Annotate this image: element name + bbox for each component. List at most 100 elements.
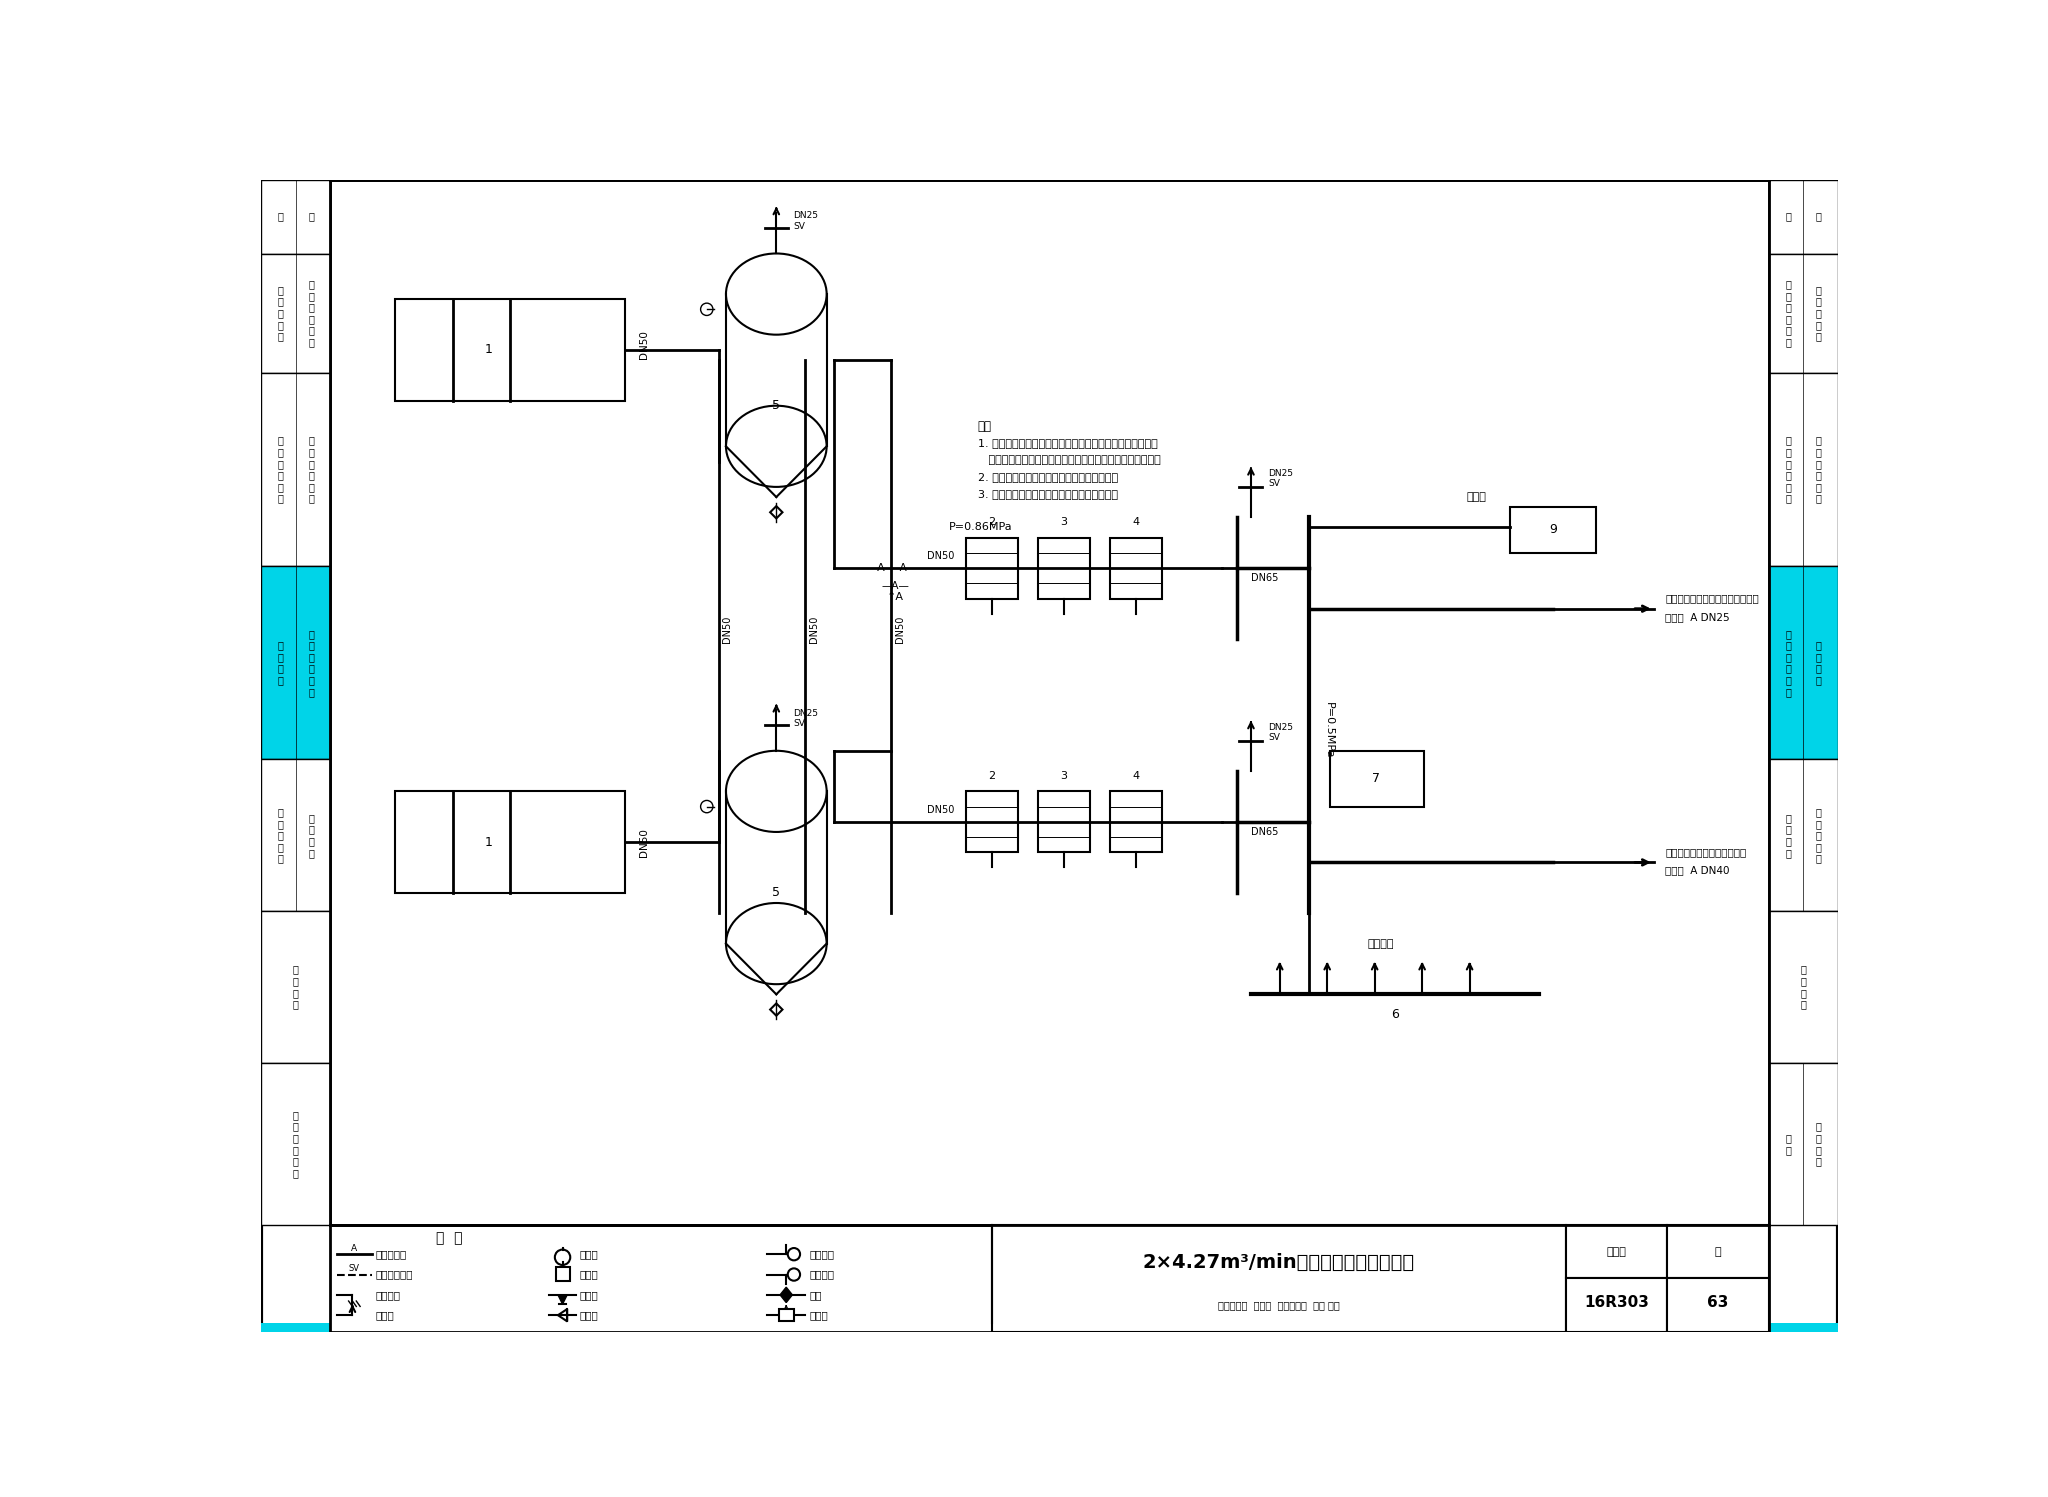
Text: 与
施
工
说
明: 与 施 工 说 明	[279, 284, 283, 341]
Bar	[1667, 1278, 1769, 1332]
Text: 审核林向阳  井心可  校对袁白妹  设计 任臻: 审核林向阳 井心可 校对袁白妹 设计 任臻	[1219, 1301, 1339, 1310]
Text: 图  例: 图 例	[436, 1231, 463, 1246]
Text: ↑A: ↑A	[887, 591, 905, 602]
Bar	[1110, 792, 1161, 852]
Text: 安全阀: 安全阀	[580, 1290, 598, 1299]
Text: DN50: DN50	[639, 331, 649, 359]
Text: 末
端
应
用
示
例: 末 端 应 用 示 例	[1817, 436, 1821, 503]
Bar	[1769, 759, 1839, 912]
Text: DN50: DN50	[639, 828, 649, 856]
Text: DN50: DN50	[895, 615, 905, 642]
Bar	[262, 566, 330, 759]
Polygon shape	[557, 1295, 567, 1304]
Bar	[1329, 751, 1423, 807]
Bar	[262, 1323, 1839, 1332]
Text: 注：: 注：	[977, 419, 991, 433]
Text: 3. 系统中内置干燥机也可选用吸附式干燥机。: 3. 系统中内置干燥机也可选用吸附式干燥机。	[977, 488, 1118, 499]
Text: 医
用
气
体
站
房: 医 用 气 体 站 房	[307, 629, 313, 696]
Text: 16R303: 16R303	[1585, 1295, 1649, 1310]
Bar	[1769, 180, 1839, 253]
Text: 末
端
应
用
示
例: 末 端 应 用 示 例	[279, 436, 283, 503]
Bar	[262, 1063, 330, 1226]
Text: 取样口: 取样口	[1466, 493, 1487, 501]
Bar	[1667, 1226, 1769, 1278]
Bar	[967, 792, 1018, 852]
Text: 附: 附	[1786, 211, 1792, 222]
Text: 压力表: 压力表	[580, 1248, 598, 1259]
Text: DN50: DN50	[928, 804, 954, 814]
Bar	[262, 912, 330, 1063]
Text: 7: 7	[1372, 771, 1380, 784]
Bar	[1110, 537, 1161, 599]
Bar	[991, 1226, 1567, 1332]
Text: —A—: —A—	[866, 563, 897, 573]
Text: 预留管道: 预留管道	[1368, 939, 1395, 949]
Text: 医
用
气
体
设
计: 医 用 气 体 设 计	[307, 280, 313, 347]
Text: DN50: DN50	[809, 615, 819, 642]
Text: 设
计
技
术: 设 计 技 术	[307, 813, 313, 858]
Text: 5: 5	[772, 400, 780, 412]
Bar	[778, 1308, 795, 1322]
Text: 压缩空气管: 压缩空气管	[375, 1248, 408, 1259]
Text: SV: SV	[348, 1263, 360, 1272]
Bar	[330, 1226, 1769, 1332]
Text: 3: 3	[1061, 771, 1067, 781]
Text: 设
计
实
例: 设 计 实 例	[279, 641, 283, 686]
Text: 安全阀放空管: 安全阀放空管	[375, 1269, 414, 1280]
Text: 2×4.27m³/min压缩空气站工艺系统图: 2×4.27m³/min压缩空气站工艺系统图	[1143, 1253, 1415, 1272]
Text: 1: 1	[485, 343, 494, 356]
Bar	[262, 253, 330, 373]
Text: 设
计
技
术: 设 计 技 术	[1786, 813, 1792, 858]
Text: DN50: DN50	[928, 551, 954, 561]
Text: 医
用
气
体
设
计: 医 用 气 体 设 计	[1786, 280, 1792, 347]
Text: 2: 2	[989, 771, 995, 781]
Bar	[395, 792, 625, 892]
Text: 医疗综合楼其他门诊普通区域压缩: 医疗综合楼其他门诊普通区域压缩	[1665, 593, 1759, 603]
Text: 医
院
医
用
气
体: 医 院 医 用 气 体	[307, 436, 313, 503]
Bar	[262, 180, 330, 253]
Text: DN50: DN50	[723, 615, 733, 642]
Text: 与
施
工
说
明: 与 施 工 说 明	[1817, 284, 1821, 341]
Text: DN25
SV: DN25 SV	[1268, 469, 1292, 488]
Bar	[262, 759, 330, 912]
Text: 医疗综合楼生命支持区域压缩: 医疗综合楼生命支持区域压缩	[1665, 847, 1747, 858]
Text: 支持系统使用；一条管线供其他门诊普通区域的病人使用。: 支持系统使用；一条管线供其他门诊普通区域的病人使用。	[977, 455, 1161, 466]
Text: 减压阀: 减压阀	[809, 1310, 827, 1320]
Bar	[1038, 537, 1090, 599]
Text: P=0.5MPa: P=0.5MPa	[1323, 702, 1333, 759]
Bar	[1769, 912, 1839, 1063]
Text: 原
则
与
要
点: 原 则 与 要 点	[279, 807, 283, 864]
Bar	[1769, 1063, 1839, 1226]
Text: 医
院
医
用
气
体: 医 院 医 用 气 体	[1786, 436, 1792, 503]
Text: 图集号: 图集号	[1608, 1247, 1626, 1257]
Text: 向下弯头: 向下弯头	[809, 1269, 834, 1280]
Polygon shape	[780, 1287, 793, 1302]
Text: A: A	[352, 1244, 358, 1253]
Bar	[395, 299, 625, 401]
Text: 放空管: 放空管	[375, 1310, 395, 1320]
Text: 6: 6	[1391, 1007, 1399, 1021]
Text: 编
制
说
明: 编 制 说 明	[1817, 1121, 1821, 1166]
Bar	[1769, 566, 1839, 759]
Text: 医
用
气
体
站
房: 医 用 气 体 站 房	[1786, 629, 1792, 696]
Bar	[1567, 1226, 1667, 1278]
Text: 原
则
与
要
点: 原 则 与 要 点	[1817, 807, 1821, 864]
Text: 明沟排水: 明沟排水	[375, 1290, 401, 1299]
Text: 2. 空压机出口逃止阀，空压机自带时可不设。: 2. 空压机出口逃止阀，空压机自带时可不设。	[977, 472, 1118, 482]
Text: 2: 2	[989, 518, 995, 527]
Bar	[1769, 253, 1839, 373]
Text: 4: 4	[1133, 771, 1139, 781]
Bar	[557, 1266, 569, 1281]
Text: 相
关
术
语: 相 关 术 语	[293, 964, 299, 1009]
Text: 温度计: 温度计	[580, 1269, 598, 1280]
Text: 63: 63	[1708, 1295, 1729, 1310]
Text: DN65: DN65	[1251, 573, 1278, 584]
Bar	[967, 537, 1018, 599]
Text: 空气管  A DN40: 空气管 A DN40	[1665, 865, 1731, 876]
Text: 设
计
实
例: 设 计 实 例	[1817, 641, 1821, 686]
Text: DN65: DN65	[1251, 826, 1278, 837]
Text: 相
关
术
语: 相 关 术 语	[1800, 964, 1806, 1009]
Text: 向上弯头: 向上弯头	[809, 1248, 834, 1259]
Text: 目
录: 目 录	[1786, 1133, 1792, 1154]
Bar	[1509, 507, 1595, 552]
